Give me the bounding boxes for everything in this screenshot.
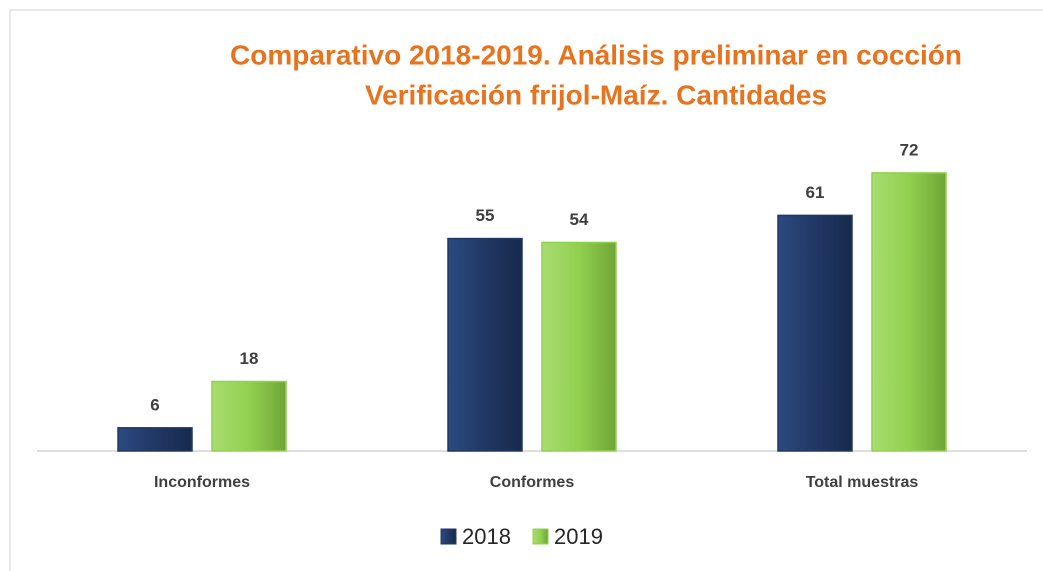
- data-label: 18: [240, 349, 259, 368]
- x-tick-label: Total muestras: [806, 474, 919, 491]
- legend-label: 2018: [462, 524, 511, 549]
- data-label: 6: [150, 395, 159, 414]
- data-label: 72: [900, 140, 919, 159]
- bar: [541, 241, 617, 452]
- data-label: 55: [476, 206, 495, 225]
- bar: [211, 380, 287, 452]
- bar: [871, 172, 947, 452]
- chart-subtitle: Verificación frijol-Maíz. Cantidades: [365, 79, 827, 110]
- bar: [117, 427, 193, 452]
- bar: [447, 237, 523, 452]
- legend-swatch: [440, 528, 457, 545]
- x-tick-label: Conformes: [490, 474, 575, 491]
- data-label: 54: [570, 210, 589, 229]
- legend-label: 2019: [554, 524, 603, 549]
- legend-swatch: [532, 528, 549, 545]
- bar: [777, 214, 853, 452]
- data-label: 61: [806, 183, 825, 202]
- chart-title: Comparativo 2018-2019. Análisis prelimin…: [230, 39, 962, 70]
- x-tick-label: Inconformes: [154, 474, 250, 491]
